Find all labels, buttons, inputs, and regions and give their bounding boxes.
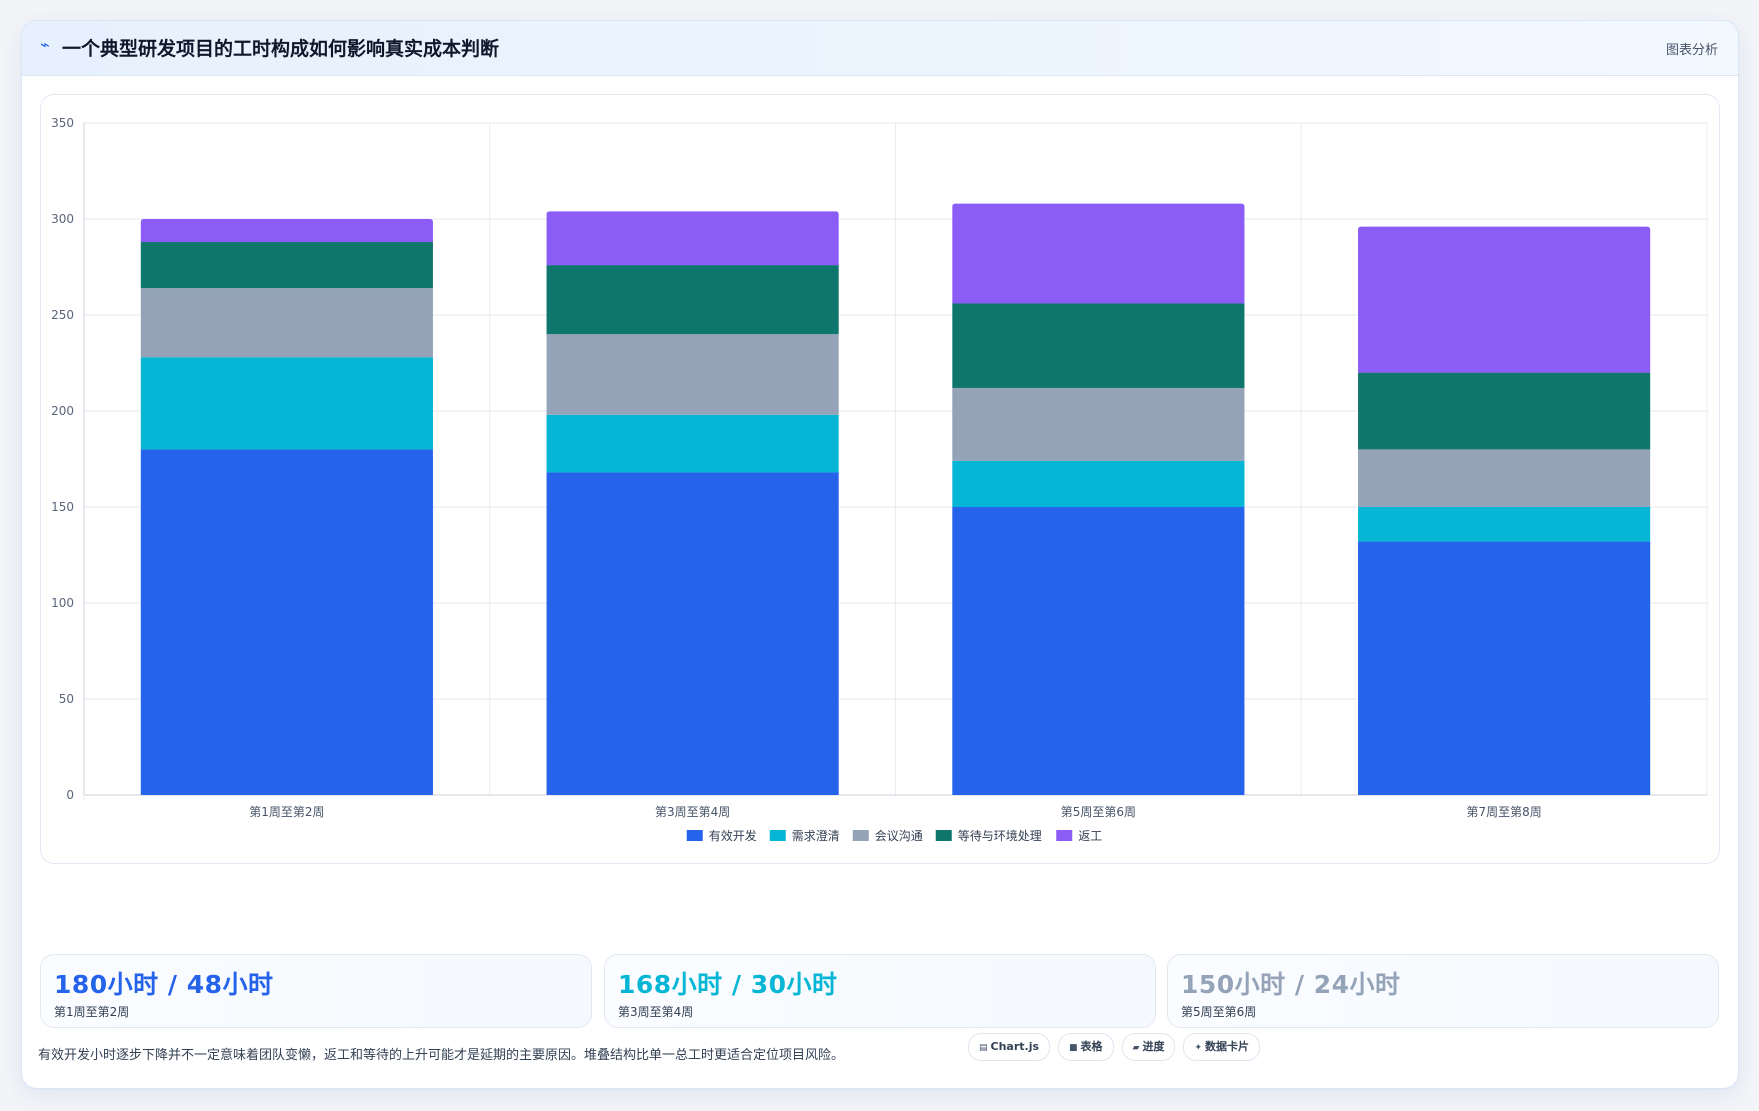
stat-value: 168小时 / 30小时 [618, 970, 838, 999]
bar-segment [140, 449, 433, 795]
x-tick-label: 第5周至第6周 [1061, 805, 1136, 819]
stat-value: 150小时 / 24小时 [1181, 970, 1401, 999]
legend-label: 会议沟通 [875, 829, 923, 843]
y-tick-label: 0 [66, 788, 74, 802]
stat-label: 第3周至第4周 [618, 1005, 694, 1019]
stacked-bar-chart: 0 50 100 150 200 250 300 350 第1周至第2周 第3周至第4周 第5周至第… [51, 116, 1708, 843]
chip-data-cards[interactable]: ✦ 数据卡片 [1183, 1033, 1261, 1061]
x-tick-label: 第7周至第8周 [1466, 805, 1541, 819]
progress-icon: ▰ [1132, 1043, 1140, 1053]
bar-segment [1358, 507, 1651, 542]
y-tick-label: 200 [51, 404, 74, 418]
bar-segment [546, 211, 839, 266]
chart-icon: ▤ [979, 1043, 988, 1053]
legend-swatch [935, 830, 952, 841]
chip-table[interactable]: ■ 表格 [1058, 1033, 1114, 1061]
bar-segment [1358, 541, 1651, 795]
y-tick-label: 250 [51, 308, 74, 322]
line-chart-icon: ⌁ [40, 35, 50, 54]
legend-swatch [1056, 830, 1073, 841]
stat-label: 第1周至第2周 [54, 1005, 130, 1019]
y-tick-label: 50 [59, 692, 74, 706]
chip-label: Chart.js [990, 1040, 1040, 1053]
chip-progress[interactable]: ▰ 进度 [1121, 1033, 1176, 1061]
stat-card-3: 150小时 / 24小时 第5周至第6周 [1167, 954, 1719, 1028]
y-tick-label: 100 [51, 596, 74, 610]
chip-chartjs[interactable]: ▤ Chart.js [968, 1033, 1051, 1061]
chip-row: ▤ Chart.js ■ 表格 ▰ 进度 ✦ 数据卡片 [968, 1033, 1261, 1061]
chip-label: 表格 [1080, 1040, 1103, 1053]
bar-segment [952, 460, 1245, 507]
chart-card: ⌁ 一个典型研发项目的工时构成如何影响真实成本判断 图表分析 0 50 100 150… [21, 20, 1739, 1089]
stat-card-2: 168小时 / 30小时 第3周至第4周 [604, 954, 1156, 1028]
bar-segment [952, 303, 1245, 388]
sparkle-icon: ✦ [1194, 1043, 1203, 1053]
legend-swatch [769, 830, 786, 841]
bar-segment [140, 288, 433, 358]
legend-label: 返工 [1078, 829, 1102, 843]
stat-card-1: 180小时 / 48小时 第1周至第2周 [40, 954, 592, 1028]
chart-analysis-tag: 图表分析 [1665, 43, 1718, 58]
x-tick-label: 第3周至第4周 [655, 805, 730, 819]
legend-label: 等待与环境处理 [958, 828, 1042, 843]
chart-title: 一个典型研发项目的工时构成如何影响真实成本判断 [62, 38, 500, 60]
bar-segment [546, 472, 839, 795]
legend-swatch [852, 830, 869, 841]
stat-label: 第5周至第6周 [1181, 1005, 1257, 1019]
bar-segment [546, 414, 839, 473]
bar-segment [1358, 226, 1651, 373]
table-icon: ■ [1069, 1043, 1078, 1053]
bar-segment [952, 387, 1245, 461]
stat-value: 180小时 / 48小时 [54, 970, 274, 999]
y-tick-label: 350 [51, 116, 74, 130]
bar-segment [546, 265, 839, 335]
y-tick-label: 300 [51, 212, 74, 226]
chip-label: 进度 [1142, 1040, 1165, 1053]
legend-label: 有效开发 [709, 828, 757, 843]
chart-panel: 0 50 100 150 200 250 300 350 第1周至第2周 第3周至第4周 第5周至第… [40, 94, 1720, 864]
bar-segment [1358, 372, 1651, 450]
bar-segment [952, 203, 1245, 304]
chip-label: 数据卡片 [1205, 1040, 1250, 1053]
card-header: ⌁ 一个典型研发项目的工时构成如何影响真实成本判断 图表分析 [22, 21, 1738, 76]
bar-segment [140, 357, 433, 450]
legend-label: 需求澄清 [792, 828, 840, 843]
legend-swatch [686, 830, 703, 841]
bar-segment [1358, 449, 1651, 507]
x-tick-label: 第1周至第2周 [249, 805, 324, 819]
y-tick-label: 150 [51, 500, 74, 514]
bar-segment [140, 242, 433, 289]
chart-note: 有效开发小时逐步下降并不一定意味着团队变懒，返工和等待的上升可能才是延期的主要原… [38, 1048, 845, 1063]
bar-segment [140, 219, 433, 243]
bar-segment [952, 507, 1245, 795]
bar-segment [546, 334, 839, 415]
